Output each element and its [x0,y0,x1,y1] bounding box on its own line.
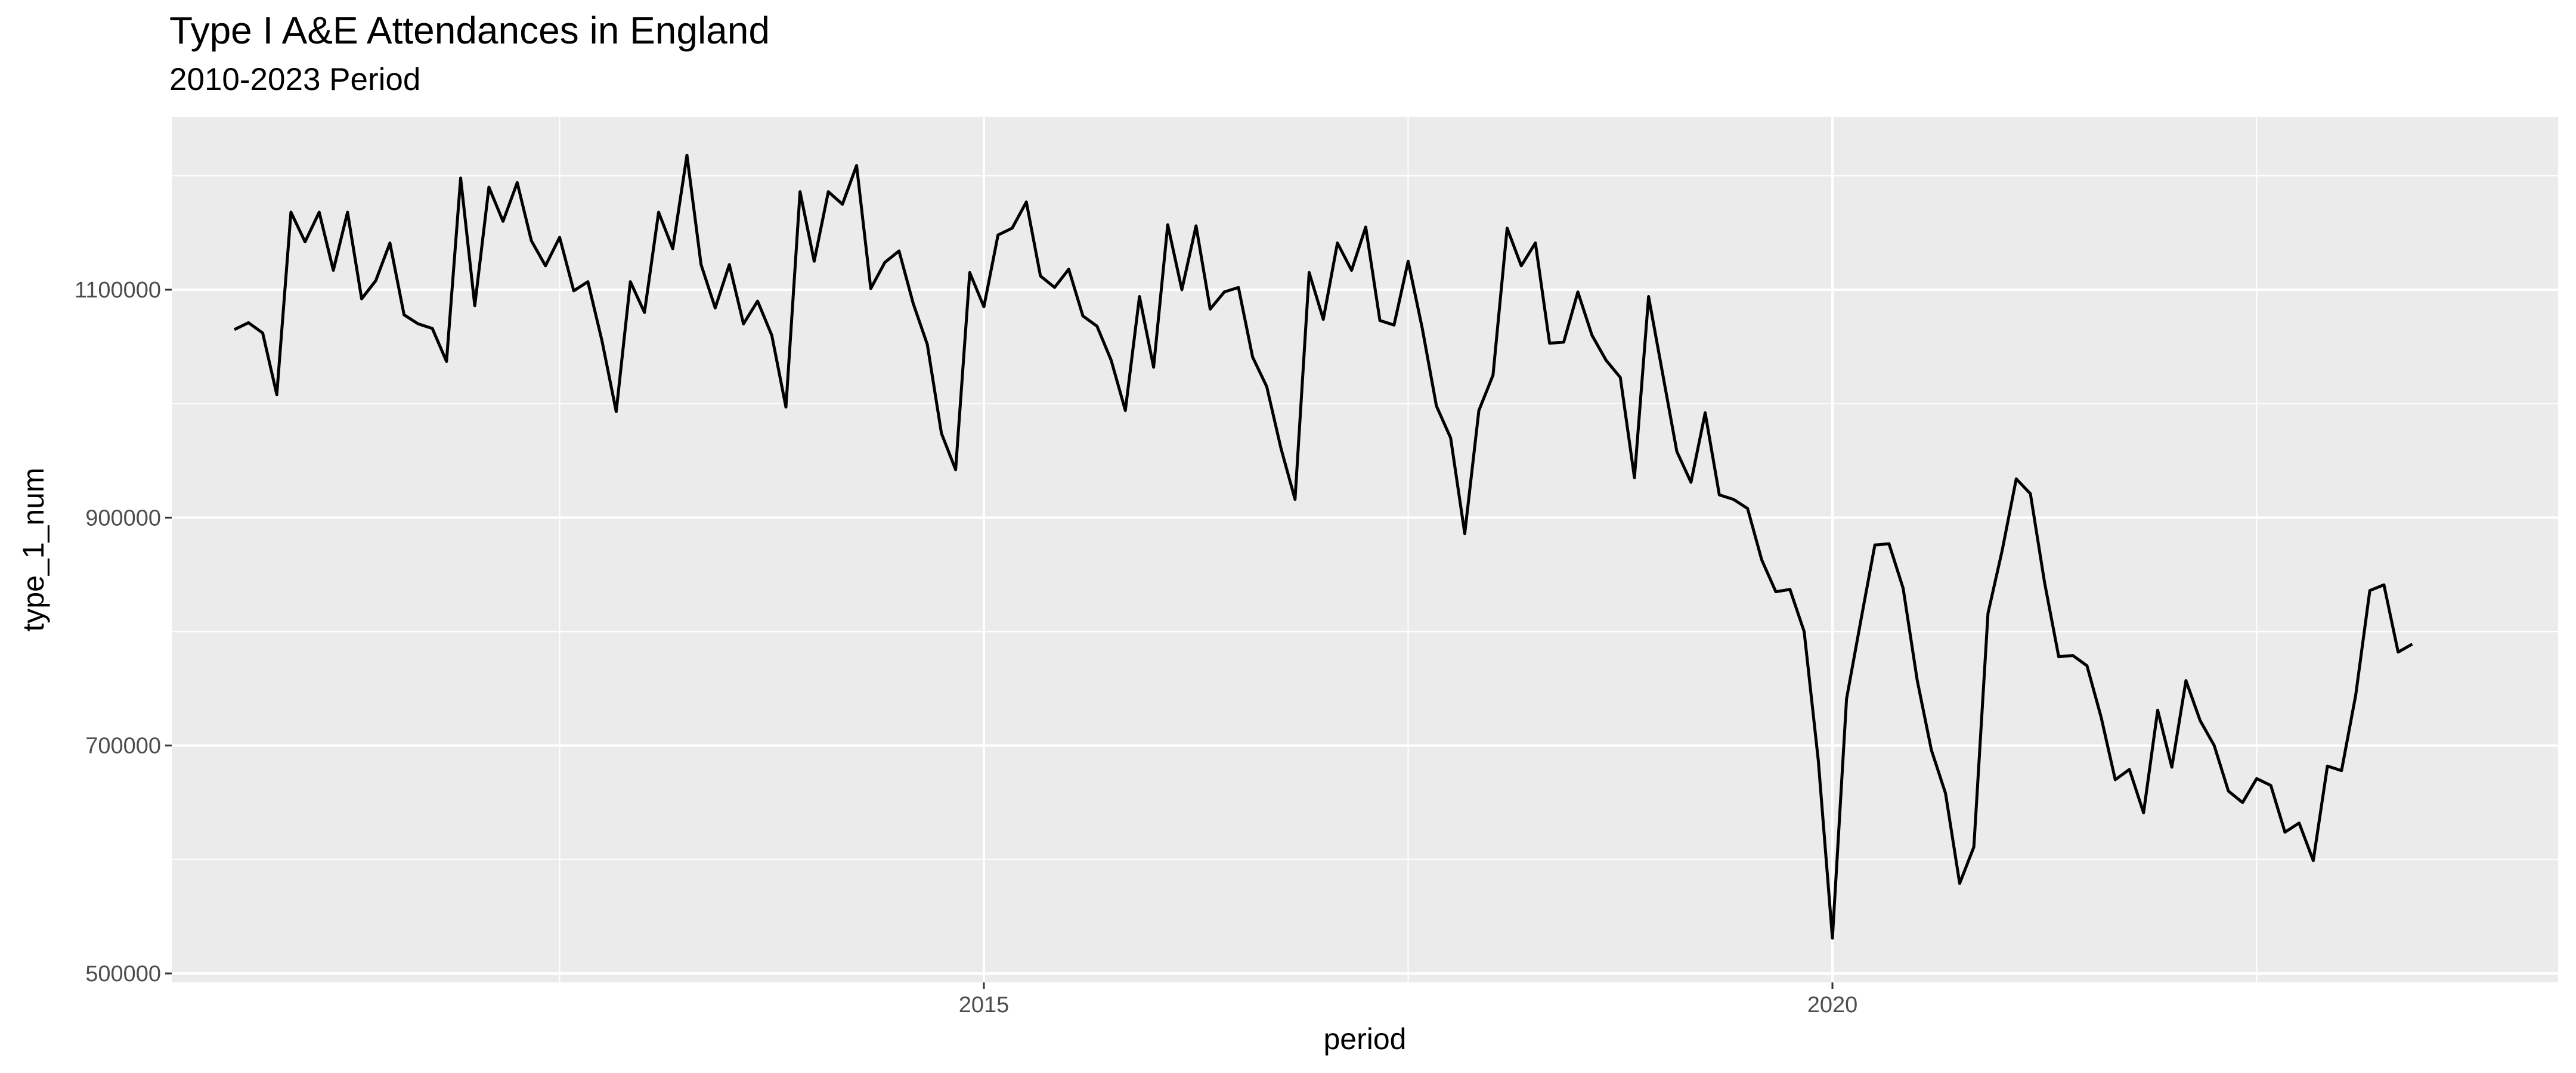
plot-panel [172,117,2558,982]
x-axis-title: period [1324,1022,1407,1056]
chart-subtitle: 2010-2023 Period [169,62,420,97]
x-axis: 2015 2020 [959,982,1858,1018]
x-tick-label: 2020 [1807,993,1858,1018]
y-tick-label: 500000 [85,962,161,987]
y-axis-title: type_1_num [17,467,50,631]
y-axis: 500000 700000 900000 1100000 [75,278,172,987]
chart-title: Type I A&E Attendances in England [169,9,770,52]
y-tick-label: 700000 [85,734,161,759]
y-tick-label: 1100000 [75,278,161,303]
major-gridlines [172,117,2558,982]
y-tick-label: 900000 [85,506,161,531]
x-tick-label: 2015 [959,993,1010,1018]
series-line [233,153,2413,940]
